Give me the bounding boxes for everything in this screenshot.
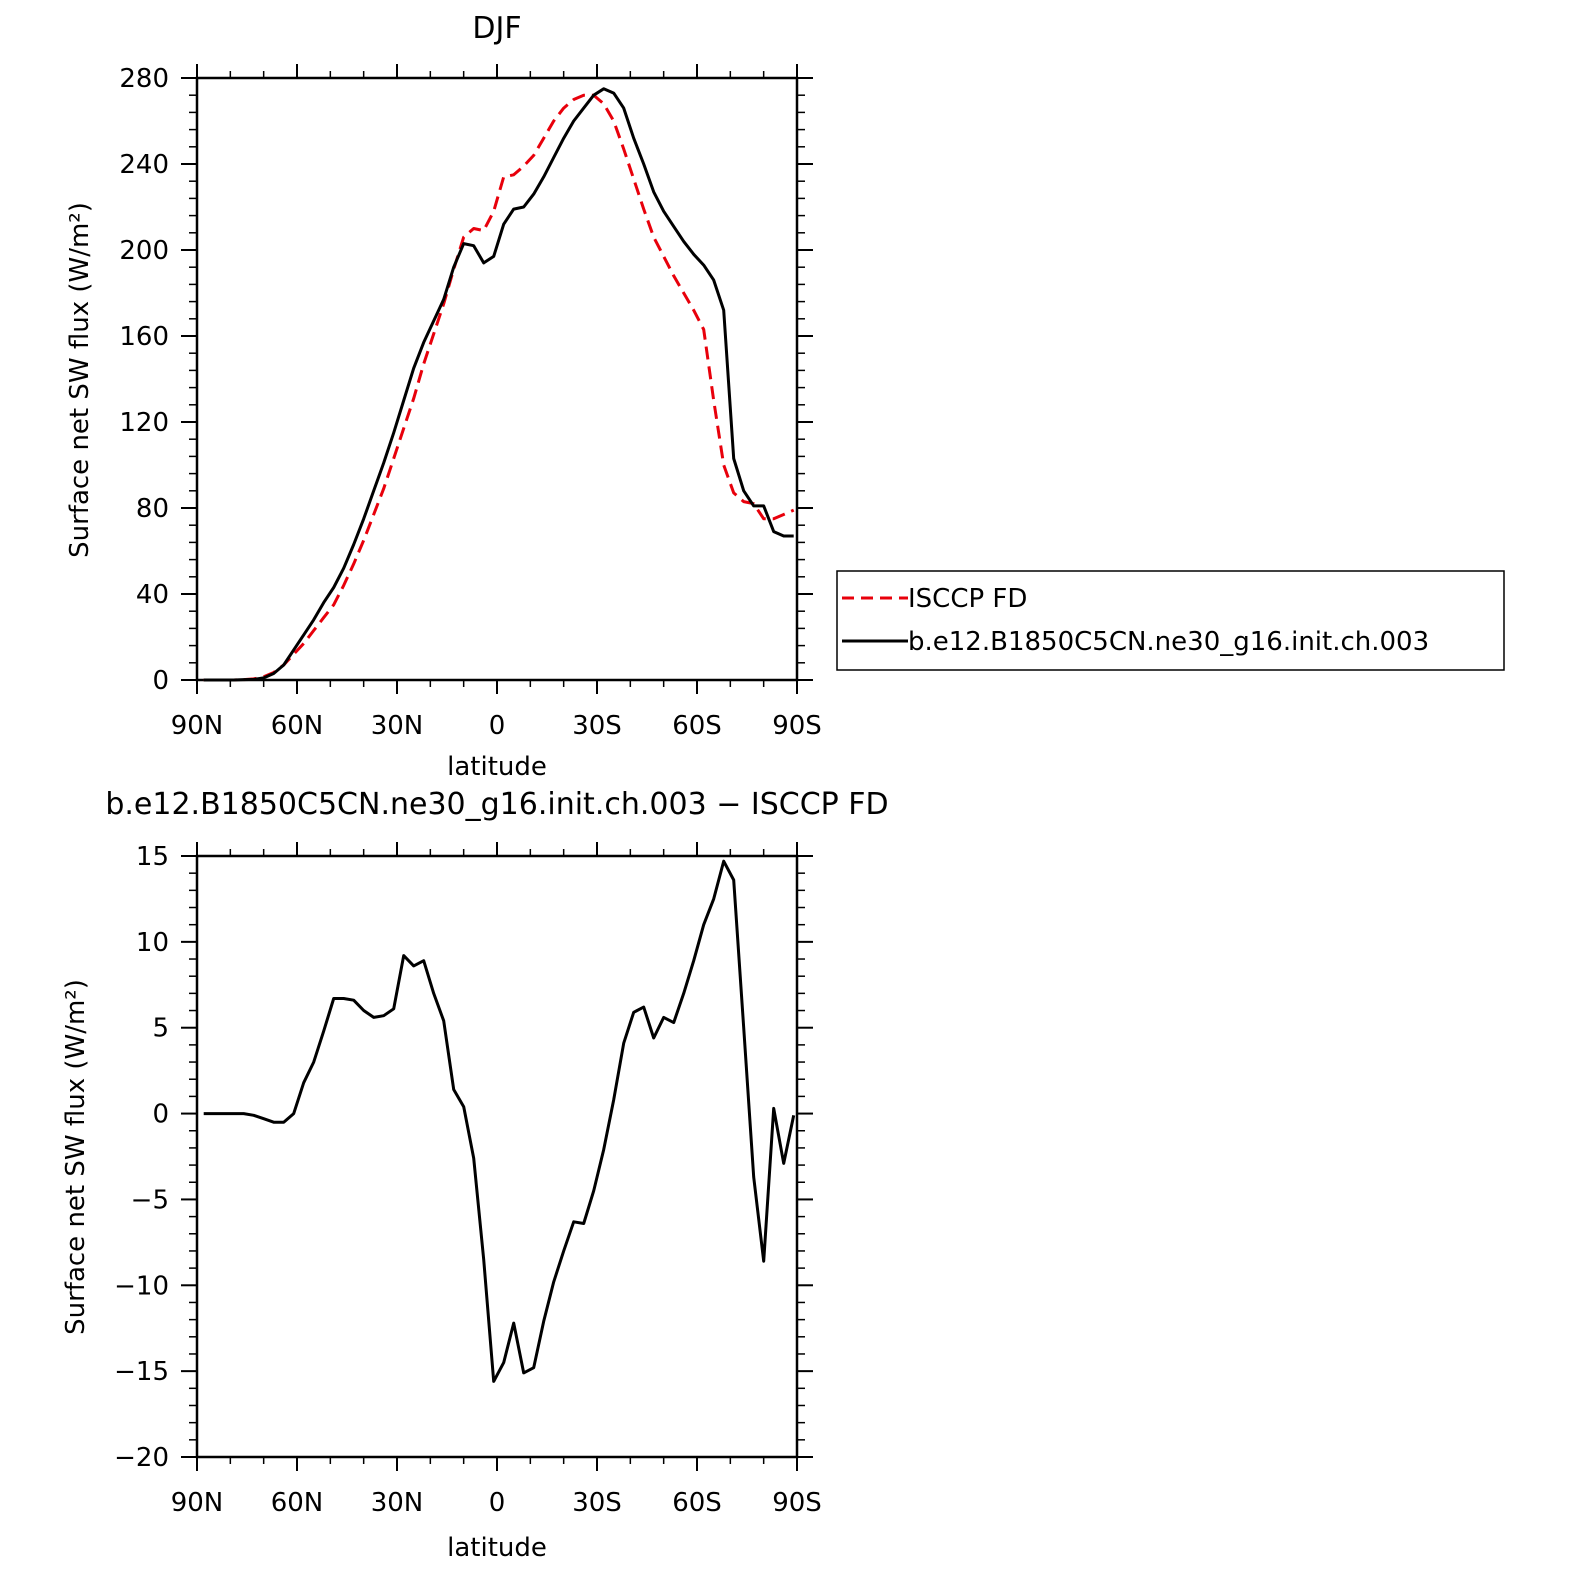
bottom-y-tick-label: −5 — [131, 1185, 169, 1215]
top-series-line-0 — [203, 93, 795, 682]
top-y-tick-label: 0 — [152, 666, 169, 696]
bottom-chart: b.e12.B1850C5CN.ne30_g16.init.ch.003 − I… — [61, 787, 889, 1563]
bottom-y-tick-label: 10 — [136, 928, 169, 958]
bottom-y-tick-label: 5 — [152, 1014, 169, 1044]
top-x-axis-title: latitude — [447, 752, 547, 782]
top-y-tick-label: 40 — [136, 580, 169, 610]
top-series-line-1 — [203, 87, 794, 682]
bottom-x-tick-label: 90N — [171, 1488, 224, 1518]
legend-label-model: b.e12.B1850C5CN.ne30_g16.init.ch.003 — [908, 627, 1429, 657]
bottom-x-axis-title: latitude — [447, 1533, 547, 1563]
bottom-y-tick-label: −15 — [114, 1357, 169, 1387]
top-x-tick-label: 90N — [171, 711, 224, 741]
top-y-tick-label: 160 — [119, 322, 169, 352]
top-plot-area: 0 40 80 120 160 200 240 280 90N 60N 30N 0 30S 60S 90S — [119, 64, 822, 741]
bottom-series-line-0 — [203, 859, 796, 1383]
bottom-x-tick-label: 30N — [371, 1488, 424, 1518]
top-x-tick-label: 30N — [371, 711, 424, 741]
bottom-x-tick-label: 60S — [672, 1488, 722, 1518]
top-x-tick-label: 90S — [772, 711, 822, 741]
bottom-x-tick-label: 0 — [489, 1488, 506, 1518]
top-chart-title: DJF — [472, 11, 521, 46]
top-x-tick-label: 60S — [672, 711, 722, 741]
top-y-tick-label: 280 — [119, 64, 169, 94]
top-y-tick-label: 80 — [136, 494, 169, 524]
bottom-y-tick-label: 0 — [152, 1100, 169, 1130]
bottom-plot-area: −20 −15 −10 −5 0 5 10 15 90N 60N 30N 0 30S 60S 90S — [114, 842, 822, 1518]
top-y-tick-label: 240 — [119, 150, 169, 180]
bottom-y-tick-label: 15 — [136, 842, 169, 872]
bottom-y-tick-label: −10 — [114, 1271, 169, 1301]
bottom-x-tick-label: 90S — [772, 1488, 822, 1518]
bottom-y-axis-title: Surface net SW flux (W/m²) — [61, 979, 91, 1335]
legend-label-isccp: ISCCP FD — [908, 584, 1027, 614]
legend: ISCCP FD b.e12.B1850C5CN.ne30_g16.init.c… — [836, 570, 1505, 671]
bottom-chart-title: b.e12.B1850C5CN.ne30_g16.init.ch.003 − I… — [105, 787, 888, 822]
bottom-y-tick-label: −20 — [114, 1443, 169, 1473]
bottom-x-tick-label: 60N — [271, 1488, 324, 1518]
bottom-plot-frame — [195, 854, 799, 1459]
top-y-tick-label: 200 — [119, 236, 169, 266]
top-y-tick-label: 120 — [119, 408, 169, 438]
top-chart: DJF 0 40 80 120 160 200 240 280 90N 60N 30N 0 30S 60S… — [65, 11, 822, 782]
top-plot-frame — [195, 76, 799, 682]
top-x-tick-label: 60N — [271, 711, 324, 741]
top-x-tick-label: 30S — [572, 711, 622, 741]
bottom-x-tick-label: 30S — [572, 1488, 622, 1518]
top-y-axis-title: Surface net SW flux (W/m²) — [65, 202, 95, 558]
top-x-tick-label: 0 — [489, 711, 506, 741]
legend-box — [836, 570, 1505, 671]
